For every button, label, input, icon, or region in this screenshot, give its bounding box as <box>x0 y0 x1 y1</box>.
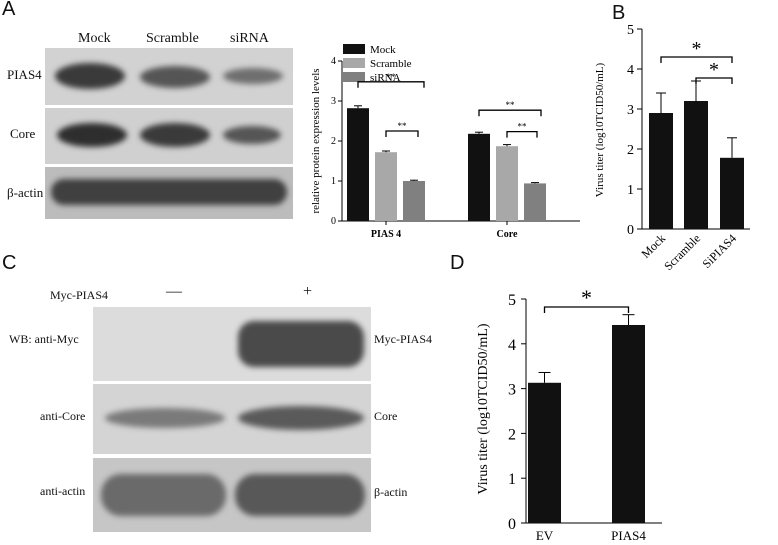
x-tick-label: PIAS4 <box>611 528 646 543</box>
y-tick-label: 3 <box>508 382 516 399</box>
x-tick-label: Core <box>497 229 518 240</box>
panel-letter-c: C <box>2 252 17 274</box>
bar <box>375 152 397 221</box>
bar <box>347 108 369 221</box>
band <box>105 408 225 428</box>
x-tick-label: SiPIAS4 <box>700 231 740 270</box>
band <box>57 123 127 147</box>
y-tick-label: 3 <box>331 96 336 107</box>
band <box>223 68 283 84</box>
significance-label: ** <box>506 100 516 110</box>
y-tick-label: 4 <box>331 56 336 67</box>
y-tick-label: 0 <box>331 216 336 227</box>
left-label-anti-core: anti-Core <box>40 409 86 423</box>
row-label-beta-actin: β-actin <box>7 185 44 200</box>
y-tick-label: 2 <box>627 143 634 158</box>
significance-bracket <box>506 130 538 138</box>
blot-a-core <box>45 108 293 164</box>
significance-bracket <box>357 81 425 88</box>
y-tick-label: 2 <box>331 136 336 147</box>
bar <box>649 113 673 229</box>
y-tick-label: 0 <box>627 223 634 238</box>
blot-a-actin <box>45 167 293 219</box>
legend-label: siRNA <box>370 72 401 84</box>
lane-label-mock: Mock <box>78 31 111 46</box>
chart-a-ylabel: relative protein expression levels <box>310 68 322 213</box>
right-label-beta-actin: β-actin <box>374 485 408 499</box>
bar <box>524 183 546 221</box>
left-label-anti-actin: anti-actin <box>40 484 86 498</box>
band <box>55 63 125 89</box>
band <box>235 474 365 516</box>
chart-d: 0 1 2 3 4 5 EV PIAS4 * Virus titer (log10TCID5… <box>476 285 662 543</box>
x-tick-label: Mock <box>638 231 668 261</box>
x-tick-label: PIAS 4 <box>371 229 401 240</box>
significance-label: * <box>692 38 702 60</box>
left-label-anti-myc: WB: anti-Myc <box>9 332 79 346</box>
legend-swatch <box>343 58 365 68</box>
significance-bracket <box>478 109 542 117</box>
lane-label-scramble: Scramble <box>146 31 199 46</box>
significance-label: ** <box>387 72 397 82</box>
significance-label: * <box>581 285 592 310</box>
bar <box>403 181 425 221</box>
y-tick-label: 5 <box>627 23 634 38</box>
treatment-label: Myc-PIAS4 <box>50 288 109 302</box>
band <box>51 179 287 205</box>
panel-letter-b: B <box>612 2 626 24</box>
row-label-core: Core <box>10 126 36 141</box>
significance-bracket <box>695 77 733 84</box>
legend-swatch <box>343 72 365 82</box>
significance-bracket <box>385 130 419 137</box>
panel-letter-a: A <box>2 0 16 20</box>
x-tick-label: EV <box>536 528 554 543</box>
y-tick-label: 4 <box>627 63 634 78</box>
band <box>140 123 210 147</box>
significance-label: ** <box>398 121 408 131</box>
y-tick-label: 1 <box>508 471 516 488</box>
band <box>223 126 281 144</box>
significance-label: * <box>709 59 719 81</box>
treatment-sign-plus: + <box>303 283 313 300</box>
legend-swatch <box>343 44 365 54</box>
lane-label-sirna: siRNA <box>230 31 269 46</box>
bar <box>612 324 645 523</box>
blot-c-myc <box>93 307 371 381</box>
y-tick-label: 5 <box>508 292 516 309</box>
band <box>140 66 210 88</box>
band <box>238 406 364 430</box>
chart-a: 0 1 2 3 4 PIAS 4 Core Mock Scramble siRNA ** ** *… <box>310 44 580 240</box>
significance-label: ** <box>518 122 528 132</box>
right-label-myc-pias4: Myc-PIAS4 <box>374 332 433 346</box>
blot-c-actin <box>93 458 371 532</box>
blot-c-core <box>93 384 371 454</box>
chart-d-ylabel: Virus titer (log10TCID50/mL) <box>476 323 491 494</box>
legend-label: Scramble <box>370 58 412 70</box>
significance-bracket <box>543 306 630 313</box>
row-label-pias4: PIAS4 <box>7 67 42 82</box>
significance-bracket <box>660 56 733 63</box>
right-label-core: Core <box>374 409 398 423</box>
panel-letter-d: D <box>450 252 465 274</box>
treatment-sign-minus: — <box>166 283 182 300</box>
band <box>238 321 364 367</box>
bar <box>720 157 744 229</box>
chart-b-ylabel: Virus titer (log10TCID50/mL) <box>594 62 606 197</box>
blot-a-pias4 <box>45 48 293 105</box>
y-tick-label: 3 <box>627 103 634 118</box>
band <box>101 474 226 516</box>
y-tick-label: 1 <box>331 176 336 187</box>
bar <box>468 133 490 221</box>
x-tick-label: Scramble <box>661 231 703 270</box>
bar <box>496 146 518 221</box>
legend-label: Mock <box>370 44 396 56</box>
bar <box>528 382 561 523</box>
y-tick-label: 1 <box>627 183 634 198</box>
bar <box>684 101 708 229</box>
y-tick-label: 2 <box>508 426 516 443</box>
y-tick-label: 4 <box>508 337 516 354</box>
y-tick-label: 0 <box>508 516 516 533</box>
